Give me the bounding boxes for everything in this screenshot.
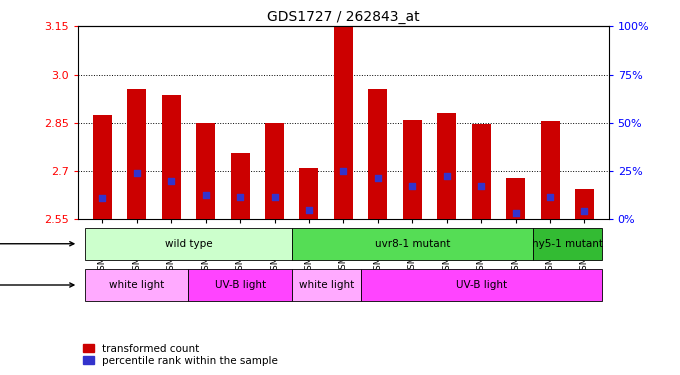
Point: [338, 168, 349, 174]
Point: [269, 194, 280, 200]
Bar: [196, 123, 215, 219]
Text: UV-B light: UV-B light: [214, 280, 266, 290]
Point: [476, 183, 487, 189]
Point: [97, 195, 107, 201]
Point: [545, 194, 556, 200]
Point: [510, 210, 521, 216]
Bar: [188, 269, 292, 301]
Bar: [231, 153, 250, 219]
Bar: [93, 115, 112, 219]
Bar: [292, 269, 360, 301]
Bar: [299, 168, 318, 219]
Bar: [334, 0, 353, 219]
Bar: [85, 228, 292, 260]
Title: GDS1727 / 262843_at: GDS1727 / 262843_at: [267, 10, 420, 24]
Point: [373, 174, 384, 180]
Text: genotype/variation: genotype/variation: [0, 239, 74, 249]
Legend: transformed count, percentile rank within the sample: transformed count, percentile rank withi…: [84, 344, 278, 366]
Bar: [472, 124, 491, 219]
Bar: [162, 96, 181, 219]
Bar: [533, 228, 602, 260]
Point: [407, 183, 418, 189]
Bar: [437, 113, 456, 219]
Bar: [292, 228, 533, 260]
Point: [200, 192, 211, 198]
Bar: [403, 120, 422, 219]
Bar: [360, 269, 602, 301]
Point: [579, 209, 590, 214]
Bar: [265, 123, 284, 219]
Text: UV-B light: UV-B light: [456, 280, 507, 290]
Bar: [575, 189, 594, 219]
Point: [303, 207, 314, 213]
Text: white light: white light: [109, 280, 165, 290]
Text: uvr8-1 mutant: uvr8-1 mutant: [375, 239, 450, 249]
Bar: [85, 269, 188, 301]
Bar: [369, 89, 388, 219]
Bar: [506, 177, 525, 219]
Point: [166, 178, 177, 184]
Bar: [541, 121, 560, 219]
Point: [131, 170, 142, 176]
Text: wild type: wild type: [165, 239, 212, 249]
Point: [441, 173, 452, 179]
Point: [235, 194, 245, 200]
Bar: [127, 89, 146, 219]
Text: hy5-1 mutant: hy5-1 mutant: [532, 239, 602, 249]
Text: white light: white light: [299, 280, 354, 290]
Text: stress: stress: [0, 280, 74, 290]
